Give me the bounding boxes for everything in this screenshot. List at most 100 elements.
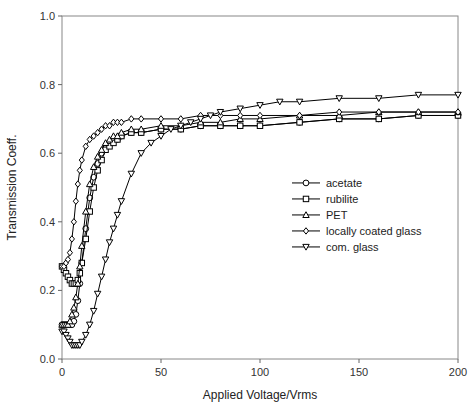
data-point — [90, 308, 96, 314]
data-point — [79, 339, 85, 345]
data-point — [102, 257, 108, 263]
y-tick-label: 0.4 — [40, 216, 55, 228]
data-point — [73, 294, 79, 300]
series-line — [62, 115, 458, 324]
data-point — [75, 181, 80, 187]
data-point — [168, 127, 174, 133]
data-point — [415, 92, 421, 98]
data-point — [87, 322, 93, 328]
legend-label: com. glass — [326, 241, 379, 253]
data-point — [77, 271, 82, 276]
y-tick — [58, 16, 62, 17]
series-markers — [59, 113, 461, 328]
series-line — [62, 115, 458, 283]
x-tick-label: 150 — [350, 366, 368, 378]
data-point — [90, 164, 96, 170]
y-tick — [58, 359, 62, 360]
data-point — [336, 96, 342, 102]
x-tick-label: 0 — [59, 366, 65, 378]
x-tick — [458, 359, 459, 363]
legend-marker — [303, 212, 309, 218]
data-point — [69, 311, 75, 317]
data-point — [87, 181, 93, 187]
x-tick — [62, 359, 63, 363]
data-point — [83, 208, 89, 214]
data-point — [67, 318, 73, 324]
legend-label: acetate — [326, 177, 362, 189]
data-point — [297, 120, 302, 125]
data-point — [106, 240, 112, 246]
data-point — [79, 243, 85, 249]
data-point — [237, 106, 243, 112]
x-axis-label: Applied Voltage/Vrms — [203, 388, 317, 402]
data-point — [110, 226, 116, 232]
x-tick — [161, 359, 162, 363]
background — [0, 0, 474, 409]
data-point — [207, 113, 213, 119]
y-tick — [58, 290, 62, 291]
data-point — [257, 112, 262, 118]
y-tick — [58, 84, 62, 85]
y-tick-label: 0.2 — [40, 284, 55, 296]
y-tick-label: 1.0 — [40, 10, 55, 22]
x-tick — [359, 359, 360, 363]
data-point — [277, 99, 283, 105]
plot-area — [59, 92, 461, 348]
y-axis-label: Transmission Coeff. — [5, 134, 19, 240]
data-point — [114, 212, 120, 218]
data-point — [158, 116, 163, 122]
data-point — [376, 109, 381, 115]
data-point — [128, 126, 134, 132]
data-point — [237, 123, 242, 128]
legend-label: locally coated glass — [326, 225, 422, 237]
data-point — [296, 112, 302, 118]
legend-label: PET — [326, 209, 348, 221]
data-point — [83, 236, 88, 241]
x-tick — [260, 359, 261, 363]
y-tick-label: 0.0 — [40, 353, 55, 365]
data-point — [65, 256, 70, 262]
data-point — [128, 171, 134, 177]
data-point — [178, 123, 184, 129]
data-point — [75, 280, 81, 286]
data-point — [376, 116, 382, 122]
data-point — [73, 198, 78, 204]
data-point — [77, 167, 82, 173]
series-markers — [59, 109, 461, 327]
legend-marker — [303, 228, 308, 234]
data-point — [158, 133, 164, 139]
x-tick-label: 50 — [155, 366, 167, 378]
data-point — [376, 116, 381, 121]
data-point — [118, 199, 124, 205]
data-point — [118, 129, 124, 135]
series-markers — [59, 92, 461, 348]
legend-marker — [303, 244, 309, 250]
data-point — [148, 140, 154, 146]
series-markers — [59, 109, 460, 270]
data-point — [188, 120, 194, 126]
legend: acetaterubilitePETlocally coated glassco… — [292, 177, 422, 253]
data-point — [67, 249, 72, 255]
data-point — [79, 157, 84, 163]
data-point — [83, 143, 88, 149]
data-point — [69, 236, 74, 242]
x-tick-label: 200 — [449, 366, 467, 378]
data-point — [119, 119, 124, 125]
data-point — [416, 109, 421, 115]
data-point — [297, 119, 303, 125]
data-point — [376, 96, 382, 102]
y-tick — [58, 221, 62, 222]
data-point — [138, 151, 144, 157]
y-tick-label: 0.8 — [40, 79, 55, 91]
x-tick-label: 100 — [251, 366, 269, 378]
data-point — [415, 109, 421, 115]
series-line — [62, 112, 458, 325]
data-point — [257, 123, 262, 128]
data-point — [257, 103, 263, 109]
data-point — [94, 291, 100, 297]
data-point — [237, 123, 243, 129]
data-point — [98, 147, 104, 153]
x-axis: 0 50 100 150 200 — [59, 359, 467, 378]
series-line — [62, 112, 458, 266]
data-point — [77, 263, 83, 269]
